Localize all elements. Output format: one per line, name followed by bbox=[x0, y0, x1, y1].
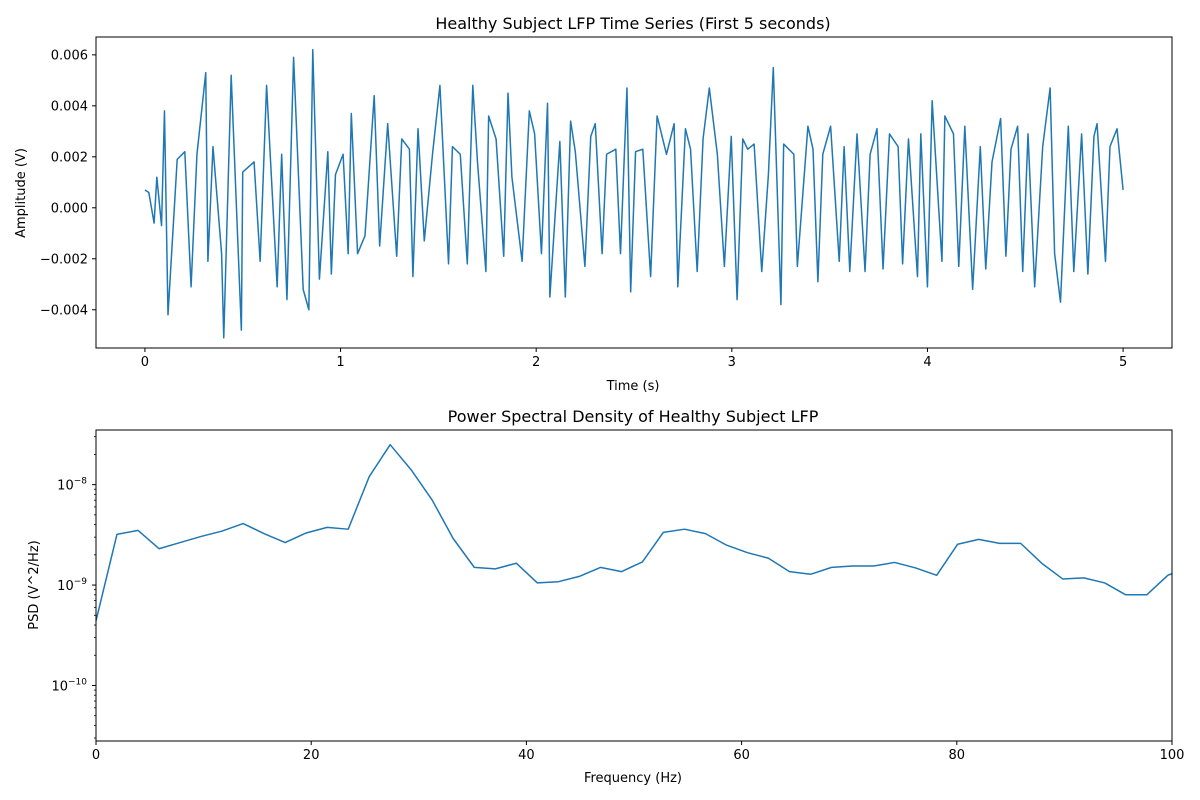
x-tick-label: 60 bbox=[733, 748, 750, 763]
y-tick-label: 0.004 bbox=[51, 99, 88, 114]
time-series-y-ticks: −0.004 −0.002 0.000 0.002 0.004 0.006 bbox=[40, 48, 96, 318]
time-series-title: Healthy Subject LFP Time Series (First 5… bbox=[435, 14, 830, 33]
time-series-frame bbox=[95, 36, 1173, 349]
psd-line bbox=[95, 443, 1173, 622]
x-tick-label: 20 bbox=[303, 748, 320, 763]
time-series-axes: Healthy Subject LFP Time Series (First 5… bbox=[14, 14, 1173, 394]
time-series-x-ticks: 0 1 2 3 4 5 bbox=[141, 348, 1127, 370]
time-series-line bbox=[144, 49, 1124, 339]
x-tick-label: 80 bbox=[949, 748, 966, 763]
x-tick-label: 4 bbox=[923, 355, 931, 370]
y-tick-label: 0.006 bbox=[51, 48, 88, 63]
x-tick-label: 40 bbox=[518, 748, 535, 763]
psd-y-ticks: 10−8 10−9 10−10 bbox=[51, 436, 96, 739]
y-tick-label: 10−8 bbox=[57, 477, 87, 494]
time-series-x-label: Time (s) bbox=[606, 379, 660, 394]
y-tick-label: −0.002 bbox=[40, 252, 88, 267]
x-tick-label: 1 bbox=[336, 355, 344, 370]
x-tick-label: 0 bbox=[141, 355, 149, 370]
psd-title: Power Spectral Density of Healthy Subjec… bbox=[448, 407, 819, 426]
x-tick-label: 0 bbox=[92, 748, 100, 763]
time-series-plot-area bbox=[144, 49, 1124, 339]
x-tick-label: 5 bbox=[1119, 355, 1127, 370]
psd-x-ticks: 0 20 40 60 80 100 bbox=[92, 741, 1185, 763]
y-tick-label: 10−10 bbox=[51, 677, 87, 694]
x-tick-label: 3 bbox=[728, 355, 736, 370]
psd-axes: Power Spectral Density of Healthy Subjec… bbox=[27, 407, 1184, 786]
y-tick-label: −0.004 bbox=[40, 303, 88, 318]
time-series-y-label: Amplitude (V) bbox=[14, 148, 29, 238]
y-tick-label: 0.002 bbox=[51, 150, 88, 165]
y-tick-label: 10−9 bbox=[57, 577, 87, 594]
psd-x-label: Frequency (Hz) bbox=[584, 771, 682, 786]
y-tick-label: 0.000 bbox=[51, 201, 88, 216]
x-tick-label: 2 bbox=[532, 355, 540, 370]
x-tick-label: 100 bbox=[1160, 748, 1185, 763]
psd-plot-area bbox=[95, 443, 1173, 622]
psd-y-label: PSD (V^2/Hz) bbox=[27, 540, 42, 629]
